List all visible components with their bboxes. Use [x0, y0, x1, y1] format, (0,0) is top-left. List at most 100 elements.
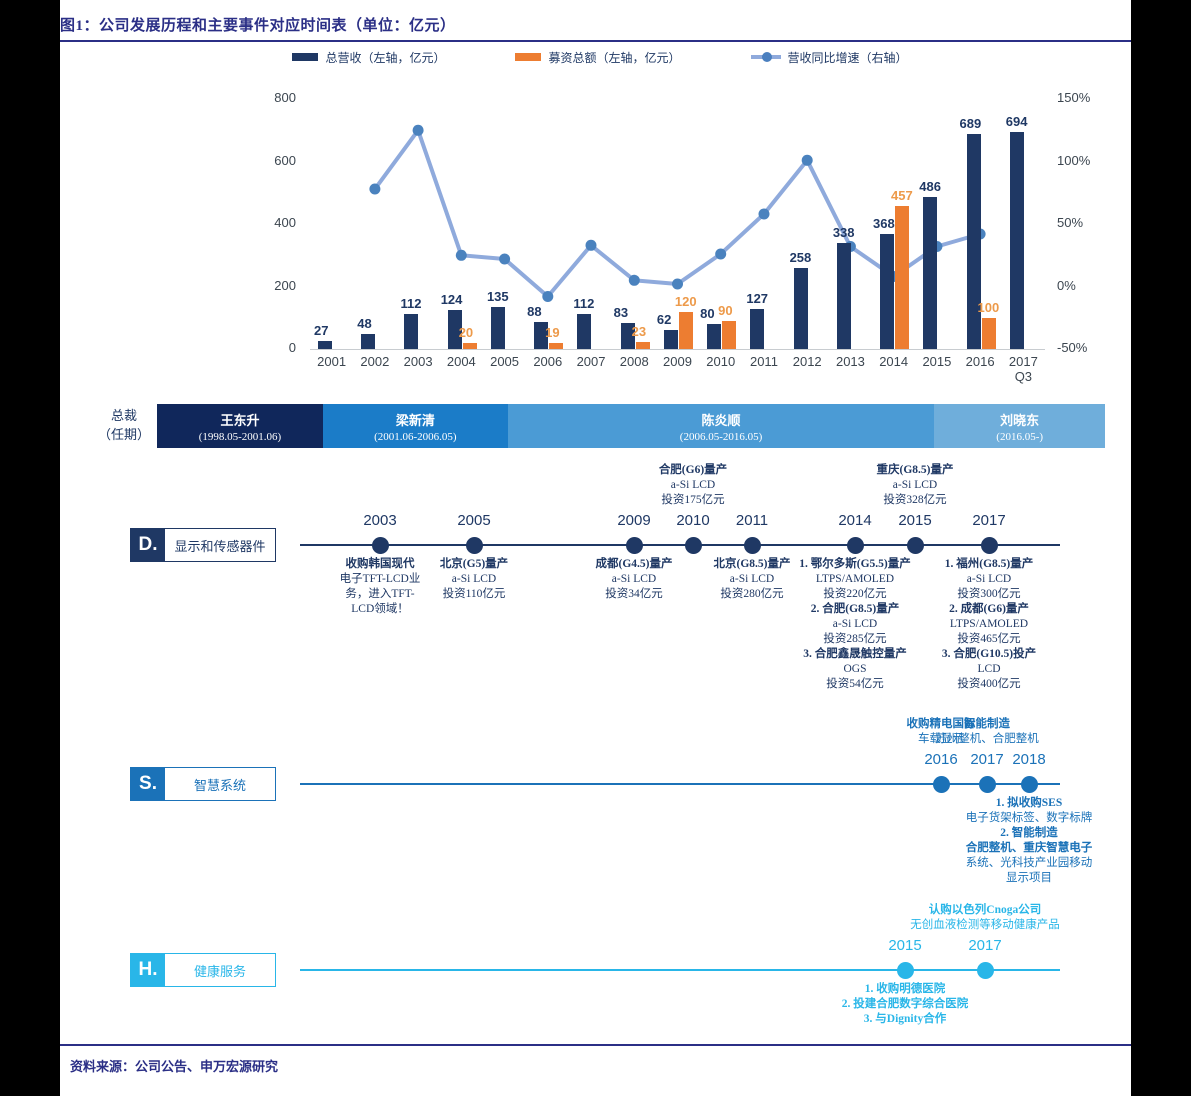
timeline-event-note-below: 1. 拟收购SES 电子货架标签、数字标牌 2. 智能制造 合肥整机、重庆智慧电子 系统… — [954, 796, 1104, 886]
y-axis-tick-left: 600 — [274, 152, 296, 168]
timeline-note-line: 电子货架标签、数字标牌 — [965, 812, 1093, 824]
timeline-event-dot[interactable] — [976, 961, 994, 979]
timeline-event-dot[interactable] — [625, 536, 643, 554]
ceo-name: 梁新清 — [395, 412, 435, 428]
timeline-event-dot[interactable] — [743, 536, 761, 554]
ceo-cell: 王东升 (1998.05-2001.06) — [157, 404, 323, 448]
revenue-bar — [880, 234, 895, 349]
timeline-note-line: 合肥(G6)量产 — [658, 464, 728, 476]
x-axis-tick: 2004 — [440, 354, 483, 369]
timeline-event-dot[interactable] — [371, 536, 389, 554]
timeline-event-year: 2010 — [676, 512, 710, 529]
timeline-note-line: 投资110亿元 — [442, 588, 506, 600]
revenue-bar — [534, 321, 549, 349]
chart-container: 总营收（左轴，亿元） 募资总额（左轴，亿元） 营收同比增速（右轴） 27 48 112 1… — [95, 46, 1105, 386]
fundraising-bar-label: 19 — [545, 325, 560, 341]
timeline-event-dot[interactable] — [896, 961, 914, 979]
y-axis-tick-right: -50% — [1057, 340, 1088, 355]
chart-category-slot: 80 90 — [699, 99, 742, 349]
x-axis-tick: 2014 — [872, 354, 915, 369]
timeline-event-year: 2017 — [970, 751, 1004, 768]
timeline-event-note-below: 1. 收购明德医院 2. 投建合肥数字综合医院 3. 与Dignity合作 — [830, 982, 980, 1027]
timeline-note-line: 北京(G5)量产 — [439, 558, 509, 570]
section-name: 智慧系统 — [165, 768, 275, 800]
chart-category-slot: 124 20 — [440, 99, 483, 349]
timeline-note-line: OGS — [843, 663, 867, 675]
fundraising-bar-label: 120 — [674, 293, 697, 309]
timeline-note-line: 1. 鄂尔多斯(G5.5)量产 — [799, 558, 911, 570]
timeline-event-dot[interactable] — [978, 775, 996, 793]
timeline-note-line: 投资220亿元 — [823, 588, 887, 600]
timeline-note-line: 显示项目 — [1006, 872, 1052, 884]
section-name: 健康服务 — [165, 954, 275, 986]
section-badge-s[interactable]: S. 智慧系统 — [130, 767, 276, 801]
y-axis-tick-left: 0 — [288, 340, 296, 355]
fundraising-bar — [462, 342, 477, 349]
timeline-event-dot[interactable] — [846, 536, 864, 554]
timeline-event-year: 2015 — [888, 937, 922, 954]
section-letter: D. — [131, 529, 165, 561]
timeline-note-line: 苏州整机、合肥整机 — [935, 733, 1039, 745]
x-axis-tick: 2009 — [656, 354, 699, 369]
revenue-bar — [490, 306, 505, 349]
timeline-event-dot[interactable] — [684, 536, 702, 554]
x-axis-tick: 2016 — [959, 354, 1002, 369]
timeline-note-line: LCD — [977, 663, 1001, 675]
legend-label: 募资总额（左轴，亿元） — [548, 50, 681, 65]
timeline-note-line: a-Si LCD — [729, 573, 775, 585]
x-axis-tick-sublabel: Q3 — [1014, 369, 1033, 384]
timeline-event-year: 2015 — [898, 512, 932, 529]
timeline-note-line: 收购韩国现代 — [345, 558, 415, 570]
legend-label: 总营收（左轴，亿元） — [325, 50, 446, 65]
section-letter: S. — [131, 768, 165, 800]
timeline-note-line: 系统、光科技产业园移动 — [965, 857, 1093, 869]
revenue-bar — [707, 324, 722, 349]
y-axis-tick-right: 100% — [1057, 152, 1091, 168]
x-axis-tick-year: 2005 — [490, 354, 520, 369]
fundraising-bar-label: 20 — [458, 324, 474, 340]
fundraising-bar-label: 90 — [718, 302, 733, 318]
timeline-note-line: 认购以色列Cnoga公司 — [928, 904, 1042, 916]
timeline-event-dot[interactable] — [465, 536, 483, 554]
revenue-bar — [836, 243, 851, 349]
revenue-bar — [793, 268, 808, 349]
chart-category-slot: 258 — [786, 99, 829, 349]
timeline-event-year: 2017 — [968, 937, 1002, 954]
y-axis-tick-right: 50% — [1057, 215, 1084, 230]
timeline-event-dot[interactable] — [1020, 775, 1038, 793]
legend-item: 募资总额（左轴，亿元） — [515, 49, 681, 66]
x-axis-tick-year: 2017 — [1008, 354, 1038, 369]
revenue-bar-label: 83 — [613, 305, 629, 321]
y-axis-tick-right: 0% — [1057, 277, 1076, 293]
timeline-note-line: 3. 与Dignity合作 — [863, 1013, 947, 1025]
section-name: 显示和传感器件 — [165, 529, 275, 561]
timeline-note-line: 1. 拟收购SES — [995, 797, 1063, 809]
timeline-note-line: 2. 智能制造 — [1000, 827, 1058, 839]
chart-category-slot: 112 — [569, 99, 612, 349]
timeline-event-dot[interactable] — [932, 775, 950, 793]
timeline-event-note-above: 智能制造 苏州整机、合肥整机 — [912, 717, 1062, 747]
timeline-event-note-below: 1. 鄂尔多斯(G5.5)量产 LTPS/AMOLED 投资220亿元 2. 合肥(G… — [780, 557, 930, 692]
timeline-event-year: 2011 — [735, 512, 769, 529]
x-axis-tick: 2017 Q3 — [1002, 354, 1045, 384]
x-axis-tick: 2007 — [569, 354, 612, 369]
x-axis-tick: 2002 — [353, 354, 396, 369]
section-badge-h[interactable]: H. 健康服务 — [130, 953, 276, 987]
timeline-event-dot[interactable] — [980, 536, 998, 554]
timeline-event-dot[interactable] — [906, 536, 924, 554]
section-badge-d[interactable]: D. 显示和传感器件 — [130, 528, 276, 562]
revenue-bar-label: 112 — [573, 296, 595, 311]
timeline-event-year: 2003 — [363, 512, 397, 529]
legend-item: 总营收（左轴，亿元） — [292, 49, 445, 66]
timeline-note-line: 投资280亿元 — [720, 588, 784, 600]
timeline-event-note-above: 重庆(G8.5)量产 a-Si LCD 投资328亿元 — [840, 463, 990, 508]
x-axis-tick-year: 2009 — [663, 354, 692, 369]
timeline-note-line: 投资400亿元 — [957, 678, 1021, 690]
timeline-event-note-below: 成都(G4.5)量产 a-Si LCD 投资34亿元 — [559, 557, 709, 602]
timeline-event-note-above: 合肥(G6)量产 a-Si LCD 投资175亿元 — [618, 463, 768, 508]
timeline-note-line: 北京(G8.5)量产 — [713, 558, 791, 570]
timeline-note-line: a-Si LCD — [832, 618, 878, 630]
y-axis-tick-left: 400 — [274, 215, 296, 230]
timeline-note-line: 务，进入TFT- — [345, 588, 415, 600]
section-letter: H. — [131, 954, 165, 986]
